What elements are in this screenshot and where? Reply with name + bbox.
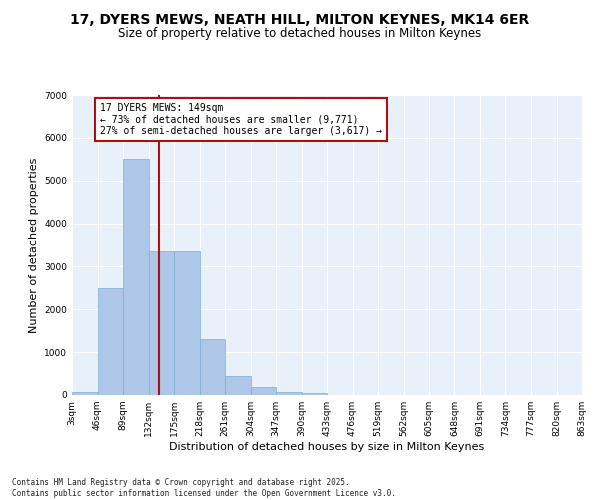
Bar [174,252,199,395]
Bar [72,392,97,395]
Bar [123,160,149,395]
Bar [149,252,174,395]
Text: 17 DYERS MEWS: 149sqm
← 73% of detached houses are smaller (9,771)
27% of semi-d: 17 DYERS MEWS: 149sqm ← 73% of detached … [100,102,382,136]
Bar [302,394,327,395]
Bar [97,288,123,395]
Bar [225,376,251,395]
Bar [199,340,225,395]
Y-axis label: Number of detached properties: Number of detached properties [29,158,38,332]
Text: Contains HM Land Registry data © Crown copyright and database right 2025.
Contai: Contains HM Land Registry data © Crown c… [12,478,396,498]
X-axis label: Distribution of detached houses by size in Milton Keynes: Distribution of detached houses by size … [169,442,485,452]
Text: Size of property relative to detached houses in Milton Keynes: Size of property relative to detached ho… [118,28,482,40]
Bar [251,388,276,395]
Bar [276,392,302,395]
Text: 17, DYERS MEWS, NEATH HILL, MILTON KEYNES, MK14 6ER: 17, DYERS MEWS, NEATH HILL, MILTON KEYNE… [70,12,530,26]
